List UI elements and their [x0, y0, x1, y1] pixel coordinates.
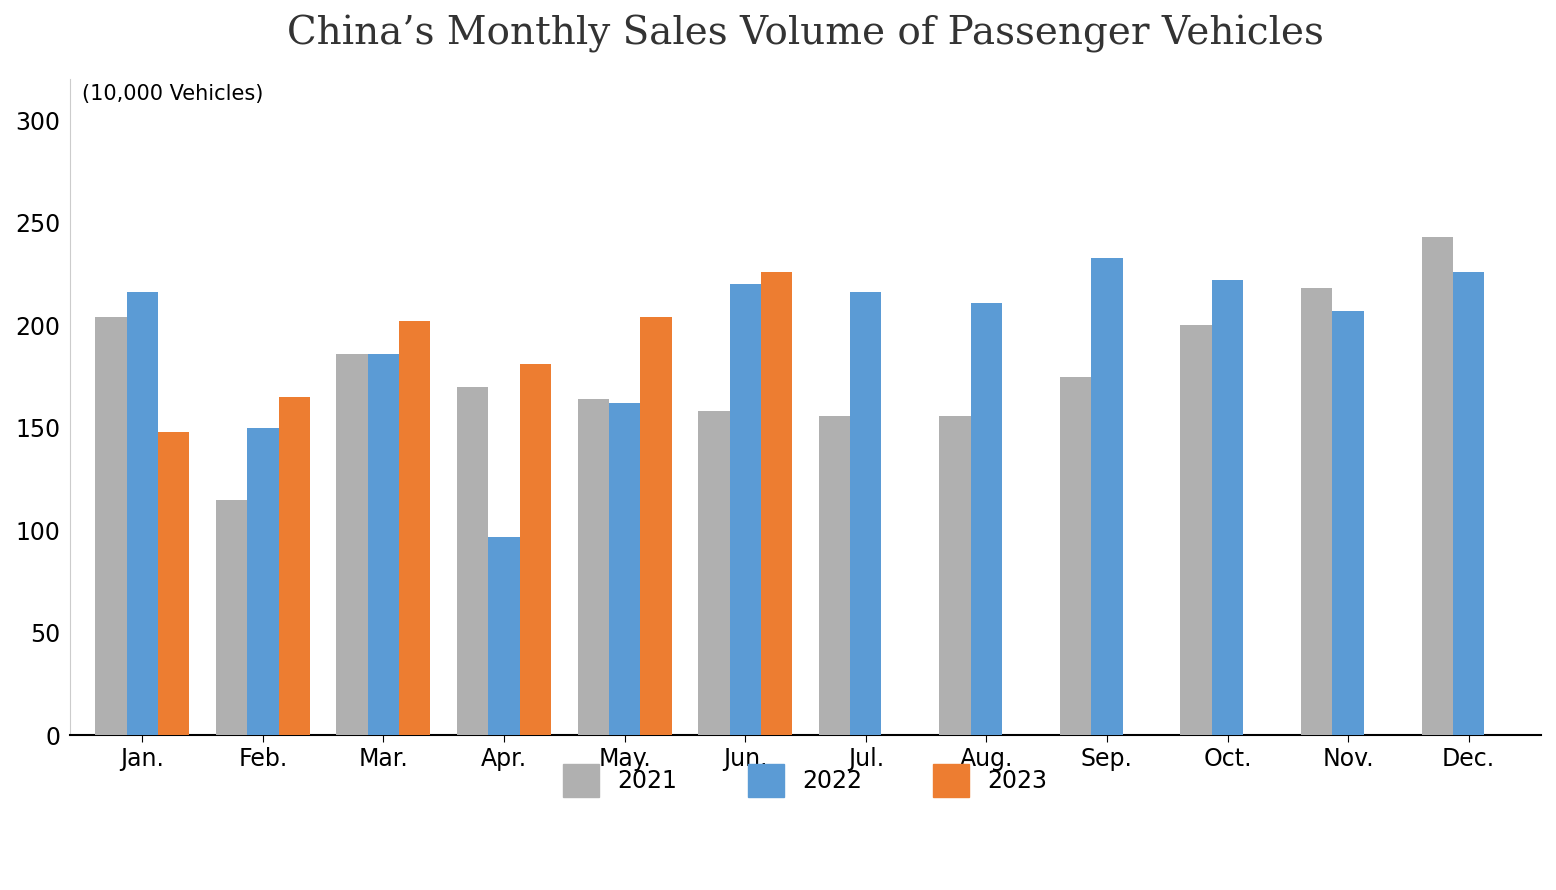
Bar — [1212, 280, 1243, 735]
Bar — [1060, 376, 1091, 735]
Legend: 2021, 2022, 2023: 2021, 2022, 2023 — [551, 752, 1060, 809]
Bar — [971, 303, 1002, 735]
Bar — [247, 428, 279, 735]
Bar — [367, 354, 400, 735]
Text: (10,000 Vehicles): (10,000 Vehicles) — [82, 84, 263, 104]
Bar — [400, 321, 431, 735]
Title: China’s Monthly Sales Volume of Passenger Vehicles: China’s Monthly Sales Volume of Passenge… — [286, 15, 1324, 53]
Bar — [850, 293, 881, 735]
Bar — [818, 416, 850, 735]
Bar — [1453, 272, 1484, 735]
Bar — [940, 416, 971, 735]
Bar — [520, 364, 551, 735]
Bar — [641, 317, 672, 735]
Bar — [1301, 288, 1332, 735]
Bar — [336, 354, 367, 735]
Bar — [1422, 237, 1453, 735]
Bar — [457, 387, 489, 735]
Bar — [95, 317, 126, 735]
Bar — [1181, 326, 1212, 735]
Bar — [216, 499, 247, 735]
Bar — [608, 403, 641, 735]
Bar — [489, 537, 520, 735]
Bar — [699, 411, 730, 735]
Bar — [761, 272, 792, 735]
Bar — [159, 432, 190, 735]
Bar — [730, 284, 761, 735]
Bar — [126, 293, 159, 735]
Bar — [1091, 257, 1122, 735]
Bar — [577, 399, 608, 735]
Bar — [279, 397, 310, 735]
Bar — [1332, 311, 1363, 735]
